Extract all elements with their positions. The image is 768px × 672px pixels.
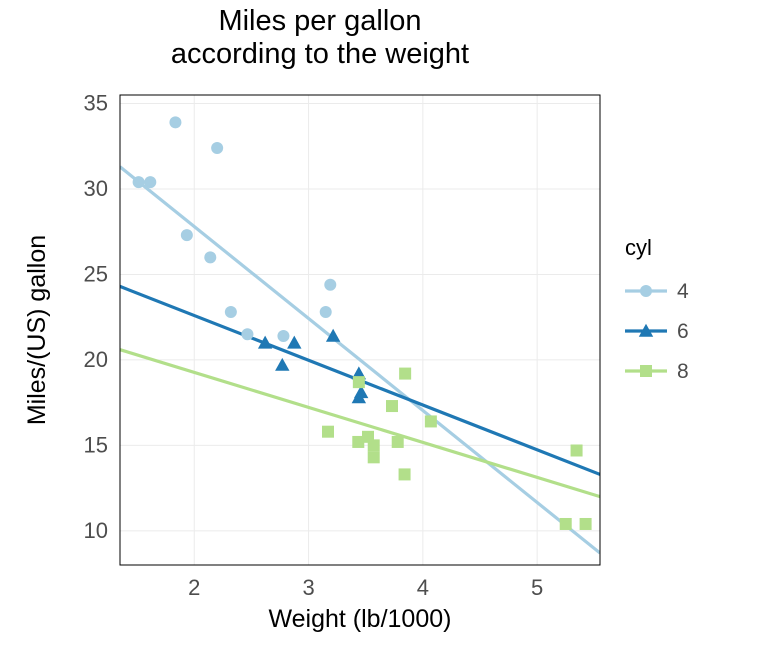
point-8	[399, 468, 411, 480]
point-8	[353, 376, 365, 388]
legend-item-6: 6	[625, 320, 689, 343]
chart-title-line2: according to the weight	[0, 38, 640, 71]
point-4	[204, 251, 216, 263]
point-8	[560, 518, 572, 530]
y-tick-label: 20	[84, 347, 108, 372]
y-tick-label: 15	[84, 432, 108, 457]
point-8	[368, 451, 380, 463]
point-4	[241, 328, 253, 340]
point-4	[225, 306, 237, 318]
x-tick-label: 3	[302, 575, 314, 600]
point-4	[133, 176, 145, 188]
y-tick-label: 30	[84, 176, 108, 201]
y-tick-label: 35	[84, 91, 108, 116]
point-8	[580, 518, 592, 530]
x-tick-label: 5	[531, 575, 543, 600]
point-legend-4	[640, 285, 652, 297]
point-8	[399, 368, 411, 380]
y-tick-label: 10	[84, 518, 108, 543]
y-tick-label: 25	[84, 261, 108, 286]
x-tick-label: 2	[188, 575, 200, 600]
point-4	[181, 229, 193, 241]
point-8	[352, 436, 364, 448]
legend-label-6: 6	[677, 320, 689, 343]
point-8	[571, 444, 583, 456]
legend-label-8: 8	[677, 360, 689, 383]
point-4	[324, 279, 336, 291]
y-axis-title: Miles/(US) gallon	[23, 235, 51, 425]
point-legend-8	[640, 365, 652, 377]
legend-item-4: 4	[625, 280, 689, 303]
point-8	[322, 426, 334, 438]
point-8	[425, 415, 437, 427]
point-4	[144, 176, 156, 188]
legend-title: cyl	[625, 235, 652, 260]
point-6	[287, 336, 301, 349]
point-4	[211, 142, 223, 154]
chart-title: Miles per gallon according to the weight	[0, 5, 640, 72]
point-4	[277, 330, 289, 342]
x-axis-title: Weight (lb/1000)	[269, 605, 452, 633]
point-4	[320, 306, 332, 318]
legend-item-8: 8	[625, 360, 689, 383]
point-8	[368, 439, 380, 451]
legend-label-4: 4	[677, 280, 689, 303]
point-4	[169, 116, 181, 128]
point-8	[392, 436, 404, 448]
chart-title-line1: Miles per gallon	[0, 5, 640, 38]
plot-area	[120, 116, 600, 553]
chart-svg: 2 3 4 5 10 15 20 25 30 35 Weight (lb/1000) Miles/(U…	[0, 0, 768, 672]
point-8	[386, 400, 398, 412]
x-tick-label: 4	[417, 575, 429, 600]
chart-container: Miles per gallon according to the weight…	[0, 0, 768, 672]
